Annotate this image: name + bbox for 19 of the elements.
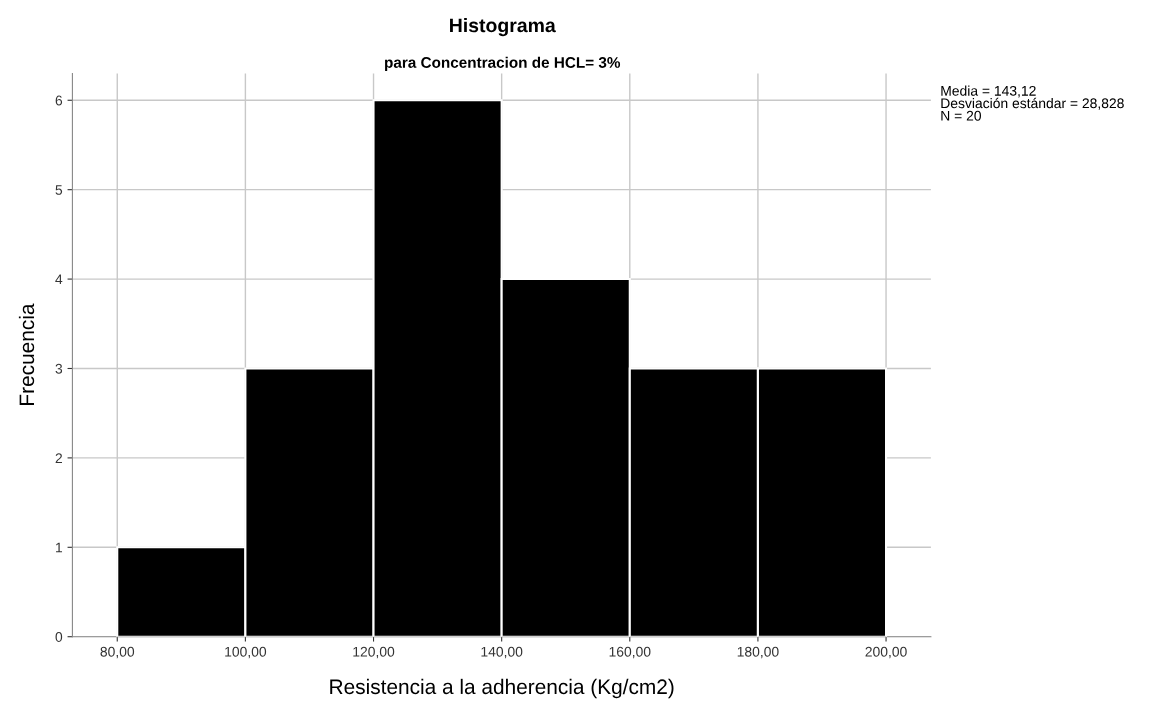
x-tick-label: 160,00: [609, 646, 651, 659]
x-tick-label: 200,00: [865, 646, 907, 659]
x-axis-title: Resistencia a la adherencia (Kg/cm2): [330, 678, 674, 699]
y-tick-label: 1: [56, 542, 63, 553]
y-tick-label: 2: [55, 453, 62, 463]
x-tick-label: 120,00: [353, 646, 395, 659]
x-tick-label: 80,00: [100, 646, 135, 659]
text: Media = 143,12 Desviación estándar = 28,828 N = 20: [941, 85, 1124, 121]
y-axis-title: Frecuencia: [18, 303, 35, 405]
chart-subtitle: para Concentracion de HCL= 3%: [385, 56, 621, 71]
x-tick-label: 100,00: [225, 646, 267, 659]
y-tick-label: 0: [55, 632, 63, 642]
chart-title: Histograma: [450, 17, 556, 37]
y-tick-label: 5: [55, 185, 63, 195]
y-tick-label: 3: [55, 363, 63, 374]
y-tick-label: 6: [55, 95, 63, 106]
y-tick-label: 4: [55, 274, 63, 285]
x-tick-label: 180,00: [737, 646, 779, 659]
x-tick-label: 140,00: [481, 646, 523, 659]
